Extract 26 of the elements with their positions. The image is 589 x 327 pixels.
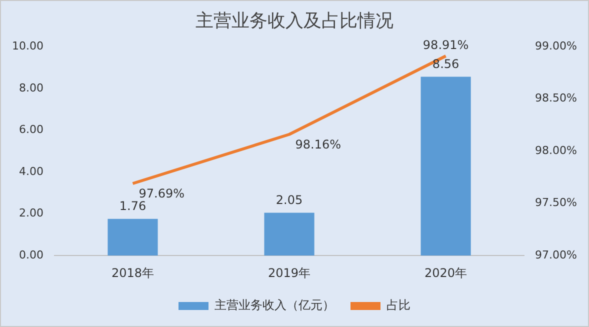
bar — [108, 218, 158, 256]
y-tick-label: 4.00 — [18, 164, 44, 178]
data-label: 97.69% — [138, 186, 185, 201]
y2-tick-label: 97.50% — [535, 196, 578, 210]
legend-label: 主营业务收入（亿元） — [214, 298, 334, 312]
y-tick-label: 2.00 — [18, 206, 44, 220]
data-label: 1.76 — [119, 198, 146, 213]
y2-tick-label: 97.00% — [535, 248, 578, 262]
y2-tick-label: 98.50% — [535, 92, 578, 105]
chart-title: 主营业务收入及占比情况 — [196, 10, 394, 32]
x-tick-label: 2020年 — [424, 266, 468, 280]
x-tick-label: 2018年 — [111, 266, 154, 280]
bar — [420, 76, 471, 256]
bar — [264, 212, 314, 256]
y2-tick-label: 99.00% — [535, 39, 578, 52]
y-tick-label: 8.00 — [18, 81, 44, 94]
x-tick-label: 2019年 — [268, 266, 311, 280]
y-tick-label: 6.00 — [18, 123, 44, 136]
data-label: 98.16% — [295, 138, 342, 152]
data-label: 2.05 — [276, 192, 303, 207]
y-tick-label: 10.00 — [12, 39, 44, 52]
y-tick-label: 0.00 — [18, 248, 44, 262]
legend-label: 占比 — [386, 298, 410, 312]
y2-tick-label: 98.00% — [535, 144, 578, 157]
data-label: 8.56 — [432, 56, 460, 71]
data-label: 98.91% — [422, 38, 469, 52]
